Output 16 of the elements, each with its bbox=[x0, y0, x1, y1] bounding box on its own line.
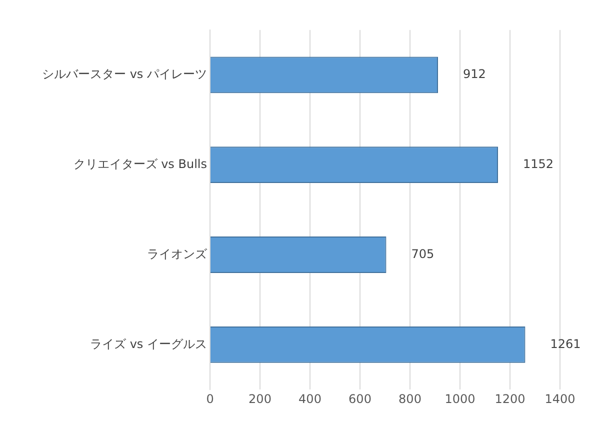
x-tick-label: 0 bbox=[206, 392, 214, 406]
y-tick-label: クリエイターズ vs Bulls bbox=[73, 156, 207, 171]
y-tick-label: ライオンズ bbox=[147, 246, 208, 261]
y-tick-label: シルバースター vs パイレーツ bbox=[42, 67, 207, 82]
x-tick-label: 600 bbox=[348, 392, 372, 406]
data-label: 705 bbox=[411, 246, 434, 261]
data-label: 912 bbox=[463, 67, 486, 82]
data-label: 1261 bbox=[550, 336, 581, 351]
data-label: 1152 bbox=[523, 156, 554, 171]
x-tick-label: 400 bbox=[298, 392, 322, 406]
x-tick-label: 200 bbox=[248, 392, 272, 406]
x-tick-label: 1000 bbox=[444, 392, 476, 406]
x-tick-label: 1400 bbox=[544, 392, 576, 406]
y-tick-label: ライズ vs イーグルス bbox=[90, 336, 207, 351]
x-tick-label: 800 bbox=[398, 392, 422, 406]
x-tick-label: 1200 bbox=[494, 392, 526, 406]
